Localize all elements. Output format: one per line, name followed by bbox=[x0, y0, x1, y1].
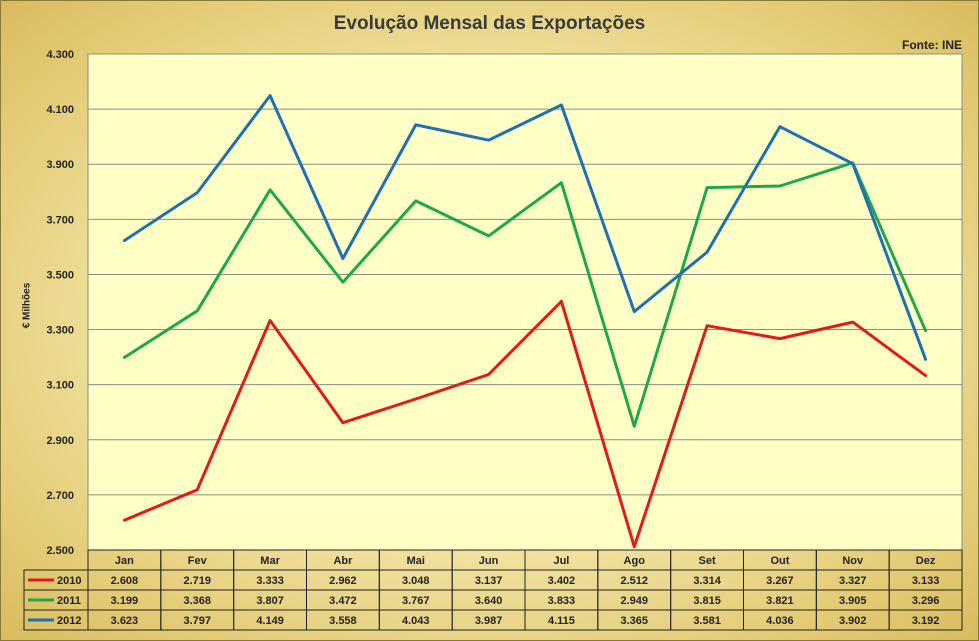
data-label: 3.402 bbox=[548, 575, 576, 587]
data-label: 4.043 bbox=[402, 615, 430, 627]
data-label: 3.815 bbox=[693, 595, 721, 607]
data-label: 3.267 bbox=[766, 575, 794, 587]
data-label: 3.199 bbox=[111, 595, 139, 607]
data-label: 3.767 bbox=[402, 595, 430, 607]
x-tick-label: Fev bbox=[188, 555, 208, 567]
data-label: 3.833 bbox=[548, 595, 576, 607]
data-label: 3.133 bbox=[912, 575, 940, 587]
x-tick-label: Ago bbox=[624, 555, 646, 567]
data-label: 3.987 bbox=[475, 615, 503, 627]
y-tick-label: 2.700 bbox=[46, 490, 74, 502]
plot-area bbox=[87, 53, 963, 551]
data-label: 3.365 bbox=[620, 615, 648, 627]
data-label: 3.558 bbox=[329, 615, 357, 627]
y-tick-label: 3.300 bbox=[46, 325, 74, 337]
data-label: 4.149 bbox=[256, 615, 284, 627]
y-tick-label: 3.100 bbox=[46, 380, 74, 392]
series-line-2012 bbox=[122, 94, 928, 361]
data-label: 3.797 bbox=[183, 615, 211, 627]
x-tick-label: Abr bbox=[333, 555, 353, 567]
data-label: 2.719 bbox=[183, 575, 211, 587]
data-label: 3.905 bbox=[839, 595, 867, 607]
x-tick-label: Mar bbox=[260, 555, 280, 567]
data-label: 3.137 bbox=[475, 575, 503, 587]
data-label: 3.581 bbox=[693, 615, 721, 627]
data-label: 4.115 bbox=[548, 615, 575, 627]
x-tick-label: Out bbox=[770, 555, 789, 567]
table-cell bbox=[888, 609, 963, 631]
data-label: 3.333 bbox=[256, 575, 284, 587]
data-label: 3.368 bbox=[183, 595, 211, 607]
data-label: 2.608 bbox=[111, 575, 139, 587]
data-label: 2.949 bbox=[620, 595, 648, 607]
y-tick-label: 2.500 bbox=[46, 545, 74, 557]
source-note: Fonte: INE bbox=[902, 38, 962, 52]
data-label: 3.296 bbox=[912, 595, 940, 607]
data-label: 3.048 bbox=[402, 575, 430, 587]
x-tick-label: Mai bbox=[407, 555, 425, 567]
data-label: 3.192 bbox=[912, 615, 940, 627]
y-tick-label: 2.900 bbox=[46, 435, 74, 447]
y-tick-label: 4.300 bbox=[46, 49, 74, 61]
legend-label: 2011 bbox=[57, 595, 81, 607]
y-tick-label: 3.900 bbox=[46, 159, 74, 171]
data-label: 3.821 bbox=[766, 595, 794, 607]
data-label: 2.962 bbox=[329, 575, 357, 587]
series-line-2010 bbox=[122, 299, 928, 549]
y-tick-label: 3.700 bbox=[46, 214, 74, 226]
data-label: 3.640 bbox=[475, 595, 503, 607]
x-tick-label: Jul bbox=[553, 555, 569, 567]
data-label: 3.807 bbox=[256, 595, 284, 607]
data-label: 3.327 bbox=[839, 575, 867, 587]
data-label: 3.623 bbox=[111, 615, 139, 627]
x-tick-label: Set bbox=[699, 555, 716, 567]
legend-label: 2012 bbox=[57, 615, 81, 627]
x-tick-label: Jan bbox=[115, 555, 134, 567]
data-label: 3.314 bbox=[693, 575, 721, 587]
y-tick-label: 3.500 bbox=[46, 269, 74, 281]
x-tick-label: Jun bbox=[479, 555, 499, 567]
x-tick-label: Nov bbox=[842, 555, 864, 567]
x-tick-label: Dez bbox=[916, 555, 936, 567]
data-label: 4.036 bbox=[766, 615, 794, 627]
series-line-2011 bbox=[122, 161, 928, 428]
data-label: 3.902 bbox=[839, 615, 867, 627]
data-label: 3.472 bbox=[329, 595, 357, 607]
legend-label: 2010 bbox=[57, 575, 81, 587]
y-tick-label: 4.100 bbox=[46, 104, 74, 116]
data-label: 2.512 bbox=[620, 575, 648, 587]
chart-title: Evolução Mensal das Exportações bbox=[333, 13, 646, 34]
